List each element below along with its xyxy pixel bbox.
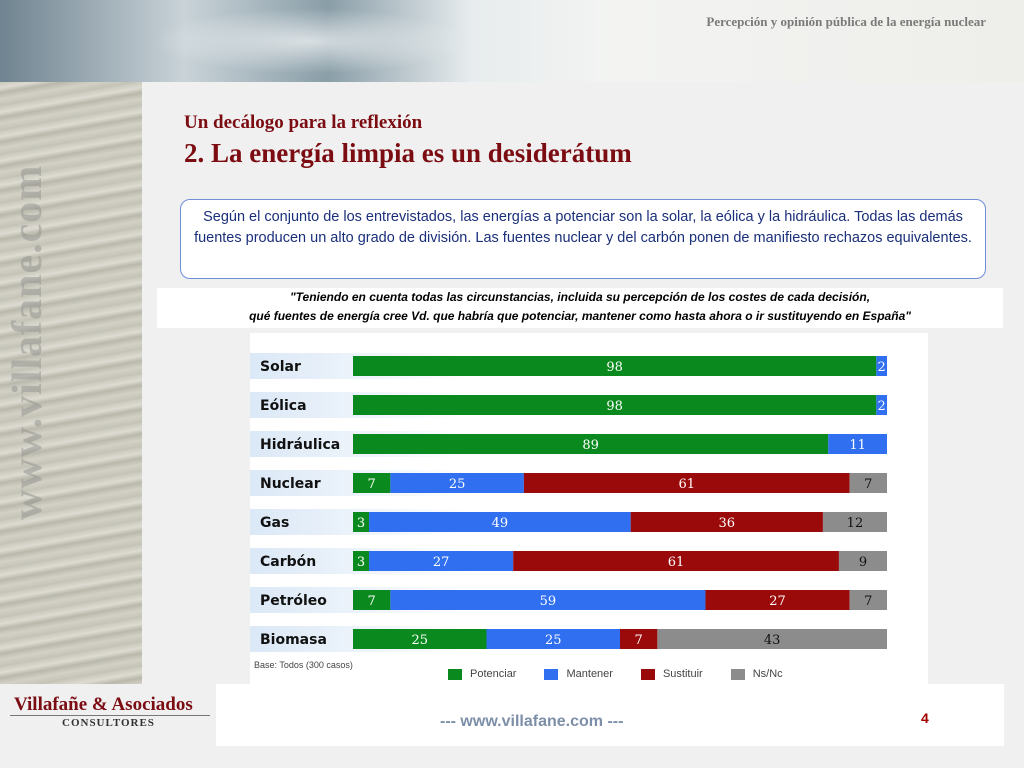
category-label: Eólica <box>260 398 307 414</box>
company-divider <box>10 715 210 716</box>
bar-segment <box>369 551 514 571</box>
data-label: 98 <box>606 399 623 414</box>
header-banner <box>0 0 1024 82</box>
legend-item: Mantener <box>544 668 613 680</box>
category-label: Carbón <box>260 554 316 570</box>
category-label: Gas <box>260 515 289 531</box>
legend-item: Potenciar <box>448 668 516 680</box>
company-logo: Villafañe & Asociados <box>14 694 193 715</box>
data-label: 12 <box>847 516 864 531</box>
data-label: 3 <box>357 555 365 570</box>
data-label: 89 <box>582 438 599 453</box>
bar-segment <box>513 551 839 571</box>
bar-segment <box>390 473 524 493</box>
category-label: Solar <box>260 359 301 375</box>
bar-segment <box>353 590 391 610</box>
legend-label: Potenciar <box>470 668 517 680</box>
data-label: 7 <box>368 477 376 492</box>
legend-swatch <box>640 668 655 680</box>
slide-title: 2. La energía limpia es un desiderátum <box>184 138 632 168</box>
footer-url: --- www.villafane.com --- <box>440 713 624 730</box>
slide-subtitle: Un decálogo para la reflexión <box>184 112 423 133</box>
bar-segment <box>828 434 887 454</box>
bar-segment <box>630 512 823 532</box>
bar-segment <box>849 590 887 610</box>
data-label: 27 <box>769 594 786 609</box>
category-label: Petróleo <box>260 593 327 609</box>
category-label: Hidráulica <box>260 437 340 453</box>
bar-segment <box>353 473 391 493</box>
legend-label: Mantener <box>566 668 613 680</box>
survey-question: "Teniendo en cuenta todas las circunstan… <box>157 288 1003 328</box>
data-label: 2 <box>878 360 886 375</box>
chart-footer <box>250 657 928 685</box>
legend-label: Ns/Nc <box>752 668 783 680</box>
bar-segment <box>657 629 887 649</box>
data-label: 7 <box>635 633 643 648</box>
data-label: 61 <box>668 555 685 570</box>
data-label: 59 <box>540 594 557 609</box>
bar-segment <box>353 512 370 532</box>
summary-box: Según el conjunto de los entrevistados, … <box>180 199 986 279</box>
bar-segment <box>353 629 487 649</box>
bar-segment <box>353 356 877 376</box>
bar-segment <box>838 551 887 571</box>
data-label: 2 <box>878 399 886 414</box>
bar-segment <box>353 434 829 454</box>
bar-segment <box>353 395 877 415</box>
data-label: 11 <box>849 438 866 453</box>
chart-legend: Potenciar Mantener Sustituir Ns/Nc <box>448 668 811 680</box>
footer-panel <box>216 684 1004 746</box>
data-label: 25 <box>449 477 466 492</box>
data-label: 49 <box>492 516 509 531</box>
bar-segment <box>486 629 620 649</box>
data-label: 36 <box>719 516 736 531</box>
data-label: 43 <box>764 633 781 648</box>
data-label: 3 <box>357 516 365 531</box>
bar-segment <box>849 473 887 493</box>
data-label: 7 <box>368 594 376 609</box>
bar-segment <box>353 551 370 571</box>
page-number: 4 <box>921 710 929 726</box>
data-label: 98 <box>606 360 623 375</box>
data-label: 7 <box>864 594 872 609</box>
data-label: 27 <box>433 555 450 570</box>
legend-swatch <box>544 668 559 680</box>
bar-segment <box>705 590 850 610</box>
bar-segment <box>822 512 887 532</box>
chart-area: Solar 98 2 Eólica 98 2 Hidráulica 89 11 Nuclear 7 2… <box>250 333 928 657</box>
data-label: 61 <box>678 477 695 492</box>
bar-segment <box>876 356 887 376</box>
banner-decoration <box>150 8 470 74</box>
survey-question-line-2: qué fuentes de energía cree Vd. que habr… <box>249 309 911 323</box>
company-subtitle: CONSULTORES <box>62 717 155 729</box>
legend-item: Sustituir <box>640 668 703 680</box>
legend-item: Ns/Nc <box>730 668 783 680</box>
data-label: 25 <box>545 633 562 648</box>
bar-segment <box>369 512 631 532</box>
legend-swatch <box>448 668 462 680</box>
watermark-text: www.villafane.com <box>5 164 51 520</box>
bar-segment <box>390 590 706 610</box>
category-label: Nuclear <box>260 476 321 492</box>
data-label: 25 <box>411 633 428 648</box>
legend-swatch <box>730 668 745 680</box>
left-decorative-strip <box>0 82 142 684</box>
header-title: Percepción y opinión pública de la energ… <box>706 14 986 29</box>
bar-segment <box>523 473 850 493</box>
stacked-bar-chart: Solar 98 2 Eólica 98 2 Hidráulica 89 11 Nuclear 7 2… <box>250 353 887 652</box>
base-note: Base: Todos (300 casos) <box>254 660 353 670</box>
category-label: Biomasa <box>260 632 327 648</box>
data-label: 9 <box>859 555 867 570</box>
survey-question-line-1: "Teniendo en cuenta todas las circunstan… <box>289 290 871 304</box>
data-label: 7 <box>864 477 872 492</box>
bar-segment <box>876 395 887 415</box>
legend-label: Sustituir <box>662 668 703 680</box>
bar-segment <box>620 629 658 649</box>
